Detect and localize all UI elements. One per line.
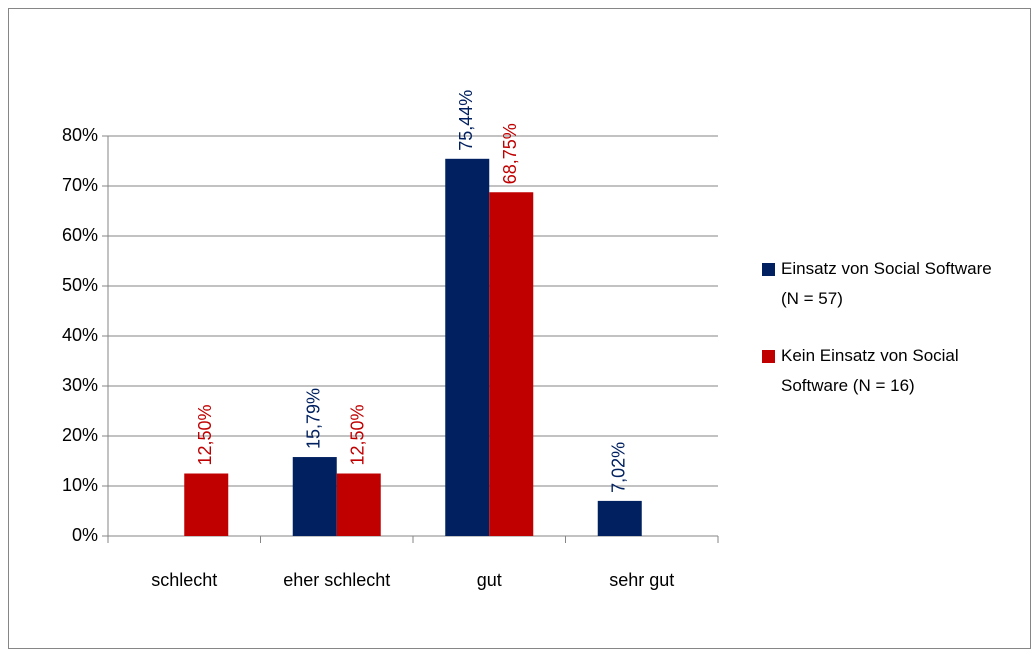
x-tick-label: schlecht <box>151 570 217 590</box>
legend-swatch <box>762 263 775 276</box>
y-tick-label: 40% <box>62 325 98 345</box>
legend-label: Einsatz von Social Software (N = 57) <box>781 259 992 308</box>
bar <box>184 473 229 536</box>
data-label: 7,02% <box>609 442 629 493</box>
data-label: 12,50% <box>348 404 368 465</box>
data-label: 68,75% <box>500 123 520 184</box>
bar <box>489 192 534 536</box>
bar <box>597 500 642 536</box>
y-tick-label: 60% <box>62 225 98 245</box>
y-tick-label: 80% <box>62 125 98 145</box>
x-tick-label: sehr gut <box>609 570 674 590</box>
legend-label: Kein Einsatz von Social Software (N = 16… <box>781 346 959 395</box>
bar <box>445 158 490 537</box>
data-label: 75,44% <box>456 90 476 151</box>
legend-swatch <box>762 350 775 363</box>
data-label: 15,79% <box>304 388 324 449</box>
y-tick-label: 10% <box>62 475 98 495</box>
legend-entry: Einsatz von Social Software (N = 57) <box>781 259 992 308</box>
y-tick-label: 50% <box>62 275 98 295</box>
x-tick-label: eher schlecht <box>283 570 390 590</box>
y-tick-label: 70% <box>62 175 98 195</box>
bar <box>336 473 381 536</box>
y-tick-label: 30% <box>62 375 98 395</box>
bar <box>292 457 337 536</box>
y-tick-label: 0% <box>72 525 98 545</box>
data-label: 12,50% <box>195 404 215 465</box>
x-tick-label: gut <box>477 570 502 590</box>
legend-entry: Kein Einsatz von Social Software (N = 16… <box>781 346 959 395</box>
y-tick-label: 20% <box>62 425 98 445</box>
